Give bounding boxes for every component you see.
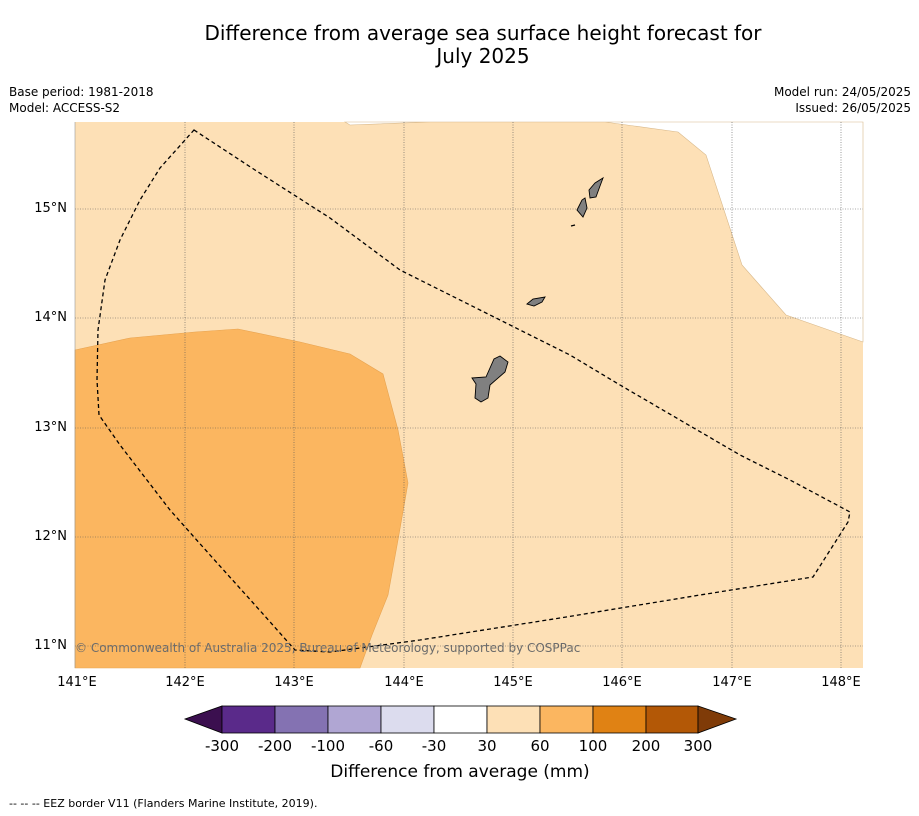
y-tick-label: 12°N [34,529,67,544]
x-tick-label: 147°E [712,675,752,690]
colorbar-label: 200 [631,737,661,755]
y-tick-label: 13°N [34,420,67,435]
cb-swatch-6 [486,705,541,734]
colorbar-label: -300 [204,737,240,755]
eez-border [96,129,851,653]
title-line-2: July 2025 [436,44,530,68]
colorbar-label: 30 [477,737,497,755]
title-line-1: Difference from average sea surface heig… [204,21,762,45]
aguijan-islet [570,224,576,227]
saipan-island [588,176,604,199]
cb-swatch-1 [221,705,276,734]
no-data-region [343,121,864,343]
cb-swatch-9 [645,705,699,734]
x-tick-label: 144°E [384,675,424,690]
meta-left: Base period: 1981-2018 Model: ACCESS-S2 [9,84,154,116]
meta-right: Model run: 24/05/2025 Issued: 26/05/2025 [774,84,911,116]
land-islands [471,176,604,403]
cb-swatch-7 [539,705,594,734]
guam-island [471,355,509,403]
x-tick-label: 143°E [274,675,314,690]
colorbar-label: -200 [257,737,293,755]
colorbar-label: -100 [310,737,346,755]
colorbar-label: -30 [421,737,447,755]
y-tick-label: 15°N [34,201,67,216]
tinian-island [576,197,588,218]
cb-swatch-2 [274,705,329,734]
model-run: Model run: 24/05/2025 [773,85,911,99]
x-tick-label: 146°E [602,675,642,690]
issued-date: Issued: 26/05/2025 [795,101,911,115]
colorbar [183,705,738,734]
cb-swatch-8 [592,705,647,734]
x-tick-label: 141°E [57,675,97,690]
rota-island [526,296,546,307]
eez-legend-note: -- -- -- EEZ border V11 (Flanders Marine… [9,797,318,810]
colorbar-title: Difference from average (mm) [330,762,590,782]
copyright-notice: © Commonwealth of Australia 2025, Bureau… [75,641,581,655]
colorbar-label: 100 [578,737,608,755]
model-name: Model: ACCESS-S2 [9,101,121,115]
colorbar-label: -60 [368,737,394,755]
cb-swatch-5 [433,705,488,734]
x-tick-label: 145°E [493,675,533,690]
y-tick-label: 11°N [34,638,67,653]
colorbar-label: 60 [530,737,550,755]
anomaly-band-60-100 [74,328,409,669]
colorbar-extend-high [697,705,738,734]
gridlines [75,122,863,668]
colorbar-extend-low [183,705,223,734]
cb-swatch-4 [380,705,435,734]
cb-swatch-3 [327,705,382,734]
colorbar-label: 300 [683,737,713,755]
map-title: Difference from average sea surface heig… [0,22,919,68]
y-tick-label: 14°N [34,310,67,325]
base-period: Base period: 1981-2018 [9,85,154,99]
x-tick-label: 142°E [165,675,205,690]
x-tick-label: 148°E [821,675,861,690]
